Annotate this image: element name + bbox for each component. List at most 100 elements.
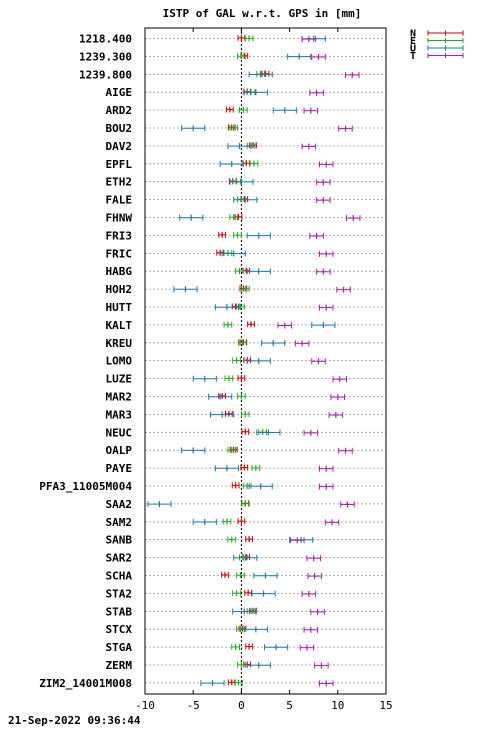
x-tick-label: 10 bbox=[331, 699, 344, 712]
point-e bbox=[240, 411, 250, 418]
point-n bbox=[245, 643, 253, 650]
point-u bbox=[246, 357, 271, 364]
point-u bbox=[287, 53, 312, 60]
station-label: LOMO bbox=[106, 355, 133, 368]
point-t bbox=[314, 662, 329, 669]
point-t bbox=[318, 483, 334, 490]
station-label: STGA bbox=[106, 641, 133, 654]
point-t bbox=[345, 215, 361, 222]
point-e bbox=[235, 268, 244, 274]
point-u bbox=[233, 196, 258, 203]
station-label: 1218.400 bbox=[79, 33, 132, 46]
point-t bbox=[328, 412, 344, 418]
point-e bbox=[229, 214, 239, 221]
station-label: BOU2 bbox=[106, 122, 133, 135]
station-label: HOH2 bbox=[106, 283, 133, 296]
point-n bbox=[242, 267, 251, 274]
point-u bbox=[208, 393, 233, 400]
station-label: KREU bbox=[106, 337, 133, 350]
point-e bbox=[227, 536, 237, 543]
point-u bbox=[181, 125, 206, 132]
point-u bbox=[192, 519, 217, 525]
point-u bbox=[248, 483, 273, 490]
point-u bbox=[181, 447, 206, 454]
point-n bbox=[224, 410, 233, 417]
station-label: KALT bbox=[106, 319, 133, 332]
station-label: HUTT bbox=[106, 301, 133, 314]
x-tick-label: 5 bbox=[286, 699, 293, 712]
point-e bbox=[222, 518, 232, 525]
station-labels: 1218.400 1239.300 1239.800 AIGE ARD2 BOU2 DAV2… bbox=[39, 33, 132, 690]
point-n bbox=[240, 464, 249, 471]
station-label: ZIM2_14001M008 bbox=[39, 677, 132, 690]
point-t bbox=[311, 358, 326, 365]
point-n bbox=[245, 536, 253, 543]
point-u bbox=[219, 161, 244, 167]
plot-frame bbox=[144, 27, 387, 695]
point-n bbox=[225, 106, 234, 113]
station-label: FHNW bbox=[106, 212, 133, 225]
point-t bbox=[277, 322, 293, 329]
station-label: PAYE bbox=[106, 462, 133, 475]
station-label: ZERM bbox=[106, 659, 133, 672]
point-t bbox=[345, 71, 360, 78]
point-u bbox=[200, 680, 225, 687]
x-tick-label: 15 bbox=[379, 699, 392, 712]
point-t bbox=[307, 573, 322, 580]
point-e bbox=[237, 53, 246, 60]
x-axis-ticks: -10 -5 0 5 10 15 bbox=[135, 28, 393, 712]
point-u bbox=[243, 626, 268, 633]
station-label: SCHA bbox=[106, 570, 133, 583]
point-e bbox=[229, 124, 239, 131]
point-t bbox=[303, 626, 319, 633]
point-u bbox=[272, 107, 297, 114]
station-label: HABG bbox=[106, 265, 133, 278]
x-tick-label: 0 bbox=[238, 699, 245, 712]
station-label: ARD2 bbox=[106, 104, 133, 117]
point-t bbox=[316, 179, 331, 186]
point-u bbox=[221, 250, 246, 257]
point-t bbox=[301, 143, 317, 150]
station-label: AIGE bbox=[106, 86, 133, 99]
point-t bbox=[338, 125, 353, 132]
point-e bbox=[227, 447, 237, 453]
point-u bbox=[256, 429, 281, 436]
station-label: OALP bbox=[106, 444, 133, 457]
station-label: EPFL bbox=[106, 158, 133, 171]
station-label: ETH2 bbox=[106, 176, 133, 189]
station-label: STA2 bbox=[106, 587, 133, 600]
point-e bbox=[236, 572, 245, 579]
point-t bbox=[301, 591, 317, 597]
point-t bbox=[294, 340, 310, 347]
station-label: FRIC bbox=[106, 247, 133, 260]
legend-label: N bbox=[410, 29, 416, 40]
point-e bbox=[244, 35, 254, 42]
point-t bbox=[306, 555, 321, 562]
point-e bbox=[234, 679, 243, 686]
point-t bbox=[338, 447, 353, 454]
station-label: STAB bbox=[106, 605, 133, 618]
x-tick-label: -5 bbox=[187, 699, 200, 712]
point-t bbox=[318, 680, 334, 687]
point-u bbox=[251, 590, 276, 597]
point-n bbox=[237, 34, 246, 41]
point-n bbox=[247, 321, 255, 328]
point-n bbox=[237, 375, 246, 381]
point-u bbox=[261, 340, 286, 346]
point-n bbox=[237, 518, 246, 525]
point-e bbox=[232, 357, 241, 364]
point-t bbox=[290, 537, 305, 544]
station-label: MAR2 bbox=[106, 391, 133, 404]
x-tick-label: -10 bbox=[135, 699, 155, 712]
point-u bbox=[232, 608, 257, 615]
point-t bbox=[318, 465, 334, 472]
point-e bbox=[251, 464, 261, 471]
point-e bbox=[240, 285, 250, 292]
point-t bbox=[309, 89, 324, 96]
point-t bbox=[311, 54, 326, 60]
station-label: LUZE bbox=[106, 373, 133, 386]
point-t bbox=[299, 644, 315, 651]
point-e bbox=[233, 232, 242, 239]
point-n bbox=[227, 679, 236, 686]
